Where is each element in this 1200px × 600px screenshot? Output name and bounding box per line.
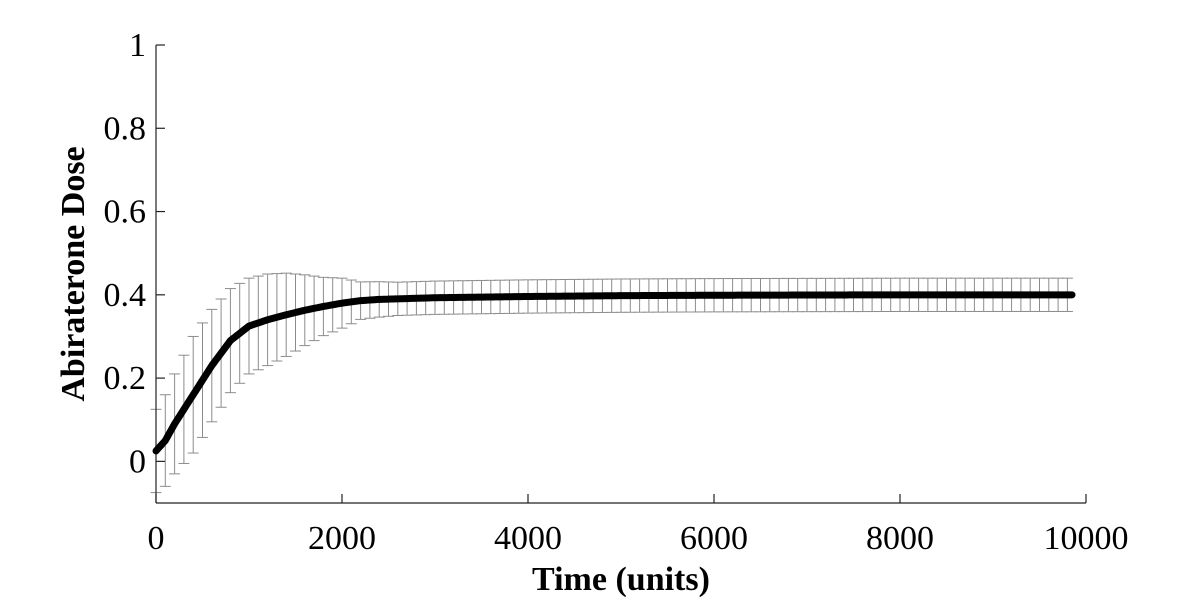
x-tick-label: 8000	[866, 520, 934, 557]
y-tick-label: 0.2	[104, 360, 147, 397]
x-tick-label: 10000	[1044, 520, 1129, 557]
x-tick-label: 0	[148, 520, 165, 557]
y-tick-label: 0.6	[104, 194, 147, 231]
series-mean-line	[152, 291, 1076, 455]
y-tick-label: 0.8	[104, 110, 147, 147]
y-axis-title: Abiraterone Dose	[55, 146, 92, 401]
error-bars-group	[150, 272, 1073, 494]
axes-group: 0 0.2 0.4 0.6 0.8 1 0 2000 4000 6000 8000 10000	[104, 27, 1129, 557]
x-tick-label: 6000	[680, 520, 748, 557]
x-axis-title: Time (units)	[532, 561, 710, 598]
y-tick-label: 0.4	[104, 277, 147, 314]
x-tick-label: 2000	[308, 520, 376, 557]
x-tick-label: 4000	[494, 520, 562, 557]
y-tick-label: 1	[129, 27, 146, 64]
y-tick-label: 0	[129, 443, 146, 480]
